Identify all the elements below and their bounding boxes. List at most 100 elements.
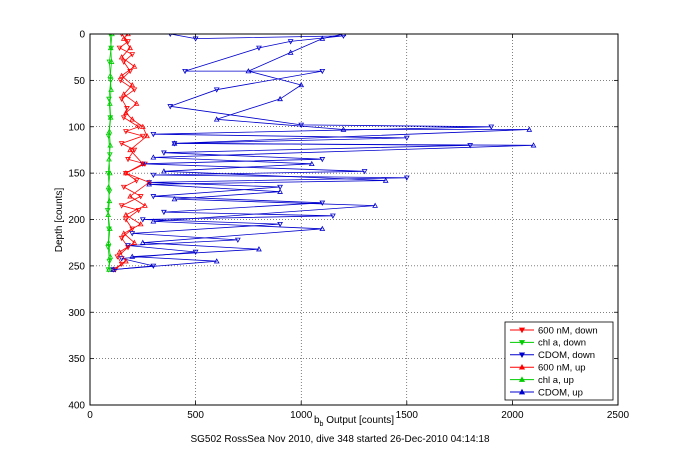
data-point	[118, 256, 125, 262]
data-point	[256, 45, 262, 51]
data-point	[108, 86, 114, 92]
data-point	[120, 91, 127, 97]
data-point	[114, 254, 121, 260]
data-point	[192, 249, 199, 255]
series-line	[113, 34, 492, 270]
data-point	[403, 135, 410, 141]
data-point	[361, 169, 368, 175]
data-point	[120, 184, 127, 191]
data-point	[167, 104, 174, 110]
data-point	[110, 266, 117, 272]
data-point	[123, 211, 129, 218]
data-point	[106, 266, 112, 272]
data-point	[319, 35, 326, 41]
data-point	[105, 239, 112, 245]
data-point	[129, 253, 136, 259]
grid-lines	[90, 34, 618, 405]
data-point	[107, 72, 114, 78]
data-point	[125, 34, 131, 37]
data-point	[213, 116, 220, 122]
data-point	[125, 39, 131, 45]
data-point	[108, 58, 115, 64]
data-point	[137, 221, 144, 227]
y-tick-label: 250	[68, 261, 85, 272]
data-point	[287, 49, 294, 55]
legend-entry: 600 nM, up	[538, 363, 586, 374]
data-point	[139, 123, 146, 129]
data-point	[150, 154, 157, 160]
data-point	[488, 124, 495, 130]
data-point	[105, 184, 112, 190]
data-point	[120, 230, 127, 236]
series-line	[113, 34, 534, 270]
data-point	[530, 142, 537, 148]
data-point	[129, 52, 136, 58]
x-axis-label: bb Output [counts]	[314, 415, 394, 428]
data-point	[372, 202, 378, 208]
legend-entry: 600 nM, down	[538, 325, 598, 336]
legend-marker	[518, 388, 526, 395]
data-point	[120, 35, 127, 41]
data-point	[161, 209, 167, 216]
data-point	[277, 95, 283, 102]
data-point	[106, 225, 113, 231]
x-tick-label: 0	[87, 410, 93, 421]
data-point	[107, 114, 114, 120]
legend-entry: chl a, down	[538, 338, 586, 349]
data-point	[319, 157, 326, 163]
data-point	[123, 109, 129, 115]
data-point	[171, 140, 178, 146]
data-point	[340, 126, 347, 132]
data-point	[319, 68, 326, 75]
data-point	[118, 141, 125, 147]
data-point	[120, 59, 127, 65]
data-point	[127, 44, 134, 51]
data-point	[129, 231, 136, 237]
data-point	[135, 124, 142, 130]
data-point	[137, 194, 144, 200]
data-point	[131, 239, 138, 245]
data-point	[287, 39, 294, 45]
data-point	[106, 170, 113, 176]
data-point	[277, 188, 283, 194]
data-point	[118, 235, 125, 242]
y-tick-label: 150	[68, 169, 85, 180]
data-point	[234, 237, 241, 243]
y-tick-label: 50	[74, 76, 86, 87]
data-point	[123, 129, 129, 135]
data-point	[105, 170, 112, 177]
data-point	[182, 68, 188, 75]
data-point	[107, 142, 114, 148]
x-tick-label: 1000	[290, 410, 313, 421]
data-point	[340, 34, 347, 37]
data-point	[144, 133, 150, 139]
data-point	[213, 258, 220, 264]
data-point	[107, 44, 114, 51]
data-point	[171, 196, 178, 202]
y-tick-label: 100	[68, 122, 85, 133]
data-point	[127, 193, 134, 199]
data-point	[133, 178, 140, 184]
legend-entry: CDOM, down	[538, 350, 595, 361]
data-point	[150, 172, 157, 179]
data-point	[161, 168, 167, 174]
data-point	[146, 181, 153, 187]
data-point	[118, 203, 125, 209]
data-point	[133, 100, 140, 106]
data-point	[117, 78, 124, 84]
series-5	[110, 34, 537, 272]
data-point	[123, 258, 129, 264]
data-point	[245, 68, 252, 74]
legend-marker	[518, 340, 526, 346]
data-point	[150, 132, 157, 138]
data-point	[161, 150, 167, 156]
data-point	[118, 54, 125, 60]
data-point	[150, 194, 157, 200]
data-point	[106, 156, 112, 162]
data-point	[107, 253, 114, 259]
data-point	[150, 218, 157, 224]
data-point	[277, 221, 283, 228]
data-point	[123, 170, 129, 176]
series-3	[110, 34, 153, 272]
